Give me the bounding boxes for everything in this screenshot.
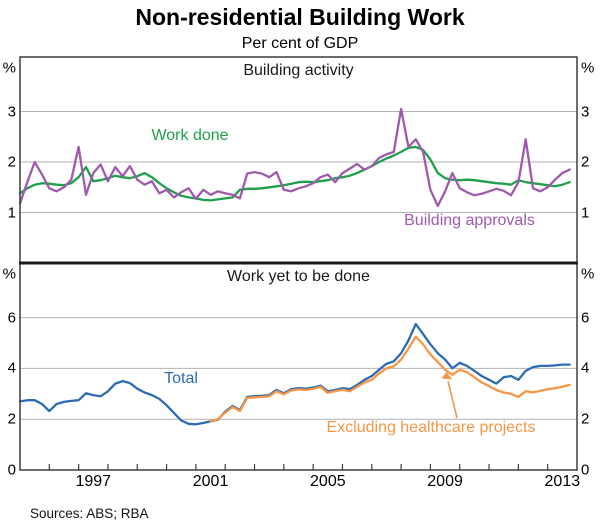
sources-note: Sources: ABS; RBA	[30, 506, 149, 521]
series-line-total	[18, 322, 571, 426]
series-label-building-approvals: Building approvals	[404, 212, 535, 229]
series-line-excluding_healthcare	[209, 335, 571, 423]
series-label-excluding-healthcare: Excluding healthcare projects	[326, 419, 536, 436]
excluding-healthcare-arrow-shaft	[447, 380, 458, 419]
panel-frame-bottom	[19, 262, 578, 471]
series-line-building_approvals	[18, 107, 571, 208]
series-line-work_done	[18, 145, 571, 202]
excluding-healthcare-arrow-head	[441, 372, 453, 380]
panel-title-building-activity: Building activity	[243, 62, 354, 79]
series-label-total: Total	[164, 370, 198, 387]
chart-title: Non-residential Building Work	[135, 4, 465, 30]
chart-subtitle: Per cent of GDP	[241, 35, 359, 52]
panel-title-work-yet-to-be-done: Work yet to be done	[227, 268, 370, 285]
series-label-work-done: Work done	[151, 127, 229, 144]
panel-frame-top	[19, 56, 578, 264]
